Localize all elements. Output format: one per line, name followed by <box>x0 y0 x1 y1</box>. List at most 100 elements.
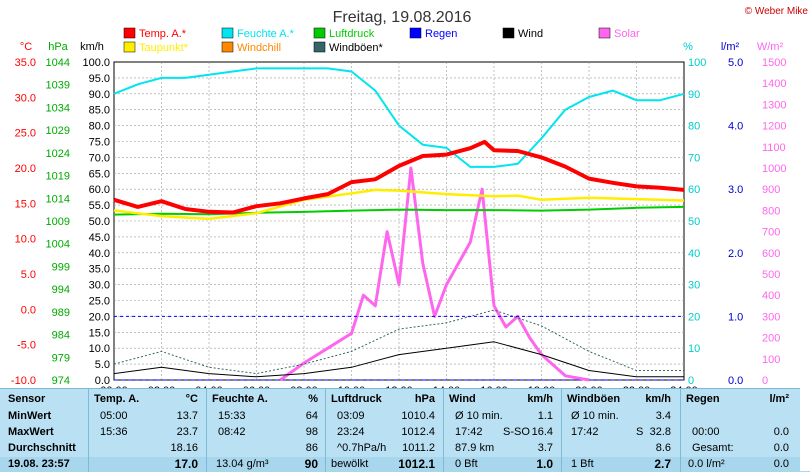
temp-axis-unit: °C <box>20 41 32 53</box>
wind-max-time: 17:42 <box>455 426 483 438</box>
pressure-tick-label: 1039 <box>46 80 70 92</box>
x-tick-label: 06:00 <box>243 385 271 388</box>
pressure-tick-label: 1009 <box>46 216 70 228</box>
temp-tick-label: 5.0 <box>21 269 36 281</box>
x-tick-label: 22:00 <box>623 385 651 388</box>
series-line-temp-a- <box>113 139 685 215</box>
wind-tick-label: 95.0 <box>89 73 110 85</box>
rain-tick-label: 5.0 <box>728 57 743 69</box>
pressure-tick-label: 1004 <box>46 239 70 251</box>
pressure-tick-label: 1014 <box>46 193 70 205</box>
solar-tick-label: 800 <box>762 205 780 217</box>
hum-current-value: 90 <box>304 457 318 471</box>
wind-tick-label: 60.0 <box>89 184 110 196</box>
hum-min-value: 64 <box>305 410 318 422</box>
wind-tick-label: 40.0 <box>89 248 110 260</box>
wind-max-value: 16.4 <box>531 426 553 438</box>
legend-label: Luftdruck <box>329 28 375 40</box>
legend-label: Windböen* <box>329 42 384 54</box>
temp-tick-label: 30.0 <box>15 92 36 104</box>
legend-swatch <box>221 41 234 53</box>
humidity-tick-label: 60 <box>688 184 700 196</box>
legend-swatch <box>502 27 515 39</box>
wind-tick-label: 100.0 <box>82 57 110 69</box>
table-header-row: Sensor Temp. A. °C Feuchte A. % Luftdruc… <box>0 392 810 406</box>
x-tick-label: 20:00 <box>575 385 603 388</box>
table-row-avg: Durchschnitt 18.16 86 ^0.7hPa/h 1011.2 8… <box>0 441 810 455</box>
gust-max-value: 32.8 <box>649 426 671 438</box>
pressure-tick-label: 984 <box>52 330 70 342</box>
summary-table: Sensor Temp. A. °C Feuchte A. % Luftdruc… <box>0 388 810 472</box>
gust-max-time: 17:42 <box>571 426 599 438</box>
humidity-tick-label: 0 <box>688 375 694 387</box>
x-tick-label: 10:00 <box>338 385 366 388</box>
legend-label: Feuchte A.* <box>237 28 295 40</box>
hdr-rain: Regen <box>686 393 720 405</box>
legend-label: Windchill <box>237 42 281 54</box>
solar-tick-label: 300 <box>762 311 780 323</box>
humidity-tick-label: 30 <box>688 280 700 292</box>
pressure-tick-label: 989 <box>52 307 70 319</box>
temp-current-value: 17.0 <box>174 457 198 471</box>
legend-swatch <box>313 27 326 39</box>
temp-tick-label: 20.0 <box>15 163 36 175</box>
wind-tick-label: 80.0 <box>89 121 110 133</box>
x-tick-label: 14:00 <box>433 385 461 388</box>
humidity-tick-label: 40 <box>688 248 700 260</box>
series-line-wind <box>113 341 684 378</box>
hum-max-time: 08:42 <box>218 426 246 438</box>
hdr-hum-unit: % <box>308 393 318 405</box>
right-edge-strip <box>800 380 810 471</box>
table-row-min: MinWert 05:00 13.7 15:33 64 03:09 1010.4… <box>0 409 810 423</box>
wind-tick-label: 55.0 <box>89 200 110 212</box>
x-tick-label: 02:00 <box>148 385 176 388</box>
solar-tick-label: 1000 <box>762 163 786 175</box>
solar-axis-unit: W/m² <box>757 41 784 53</box>
wind-tick-label: 70.0 <box>89 152 110 164</box>
rain-tick-label: 1.0 <box>728 311 743 323</box>
pressure-tick-label: 1019 <box>46 171 70 183</box>
hdr-pres: Luftdruck <box>331 393 382 405</box>
hdr-gust-unit: km/h <box>645 393 671 405</box>
wind-distance: 87.9 km <box>455 442 495 454</box>
hdr-rain-unit: l/m² <box>769 393 789 405</box>
pres-current-value: 1012.1 <box>398 457 435 471</box>
wind-min-time: Ø 10 min. <box>455 410 503 422</box>
humidity-tick-label: 80 <box>688 121 700 133</box>
rain-tick-label: 0.0 <box>728 375 743 387</box>
temp-tick-label: 15.0 <box>15 198 36 210</box>
current-timestamp: 19.08. 23:57 <box>8 458 70 470</box>
legend-label: Wind <box>518 28 543 40</box>
wind-tick-label: 5.0 <box>95 359 110 371</box>
rain-max-time: 00:00 <box>692 426 720 438</box>
solar-tick-label: 1300 <box>762 99 786 111</box>
temp-tick-label: -10.0 <box>11 375 36 387</box>
wind-min-value: 1.1 <box>537 410 553 422</box>
wind-tick-label: 45.0 <box>89 232 110 244</box>
wind-avg-value: 3.7 <box>537 442 553 454</box>
pres-trend: ^0.7hPa/h <box>337 442 387 454</box>
pressure-axis-unit: hPa <box>48 41 68 53</box>
pressure-tick-label: 1034 <box>46 102 70 114</box>
rain-axis-unit: l/m² <box>721 41 740 53</box>
series-line-solar <box>279 166 590 382</box>
pressure-tick-label: 979 <box>52 352 70 364</box>
x-tick-label: 18:00 <box>528 385 556 388</box>
solar-tick-label: 1400 <box>762 78 786 90</box>
wind-bft: 0 Bft <box>455 458 478 470</box>
hdr-temp: Temp. A. <box>94 393 140 405</box>
rain-total-value: 0.0 <box>773 442 789 454</box>
pressure-tick-label: 994 <box>52 284 70 296</box>
legend-label: Temp. A.* <box>139 28 187 40</box>
temp-min-time: 05:00 <box>100 410 128 422</box>
humidity-tick-label: 70 <box>688 152 700 164</box>
hdr-hum: Feuchte A. <box>212 393 268 405</box>
x-tick-label: 00:00 <box>100 385 128 388</box>
wind-tick-label: 85.0 <box>89 105 110 117</box>
chart-title: Freitag, 19.08.2016 <box>333 9 472 26</box>
temp-avg-value: 18.16 <box>170 442 198 454</box>
humidity-tick-label: 20 <box>688 311 700 323</box>
temp-max-value: 23.7 <box>176 426 198 438</box>
series-line-feuchte-a- <box>113 67 685 168</box>
solar-tick-label: 100 <box>762 354 780 366</box>
